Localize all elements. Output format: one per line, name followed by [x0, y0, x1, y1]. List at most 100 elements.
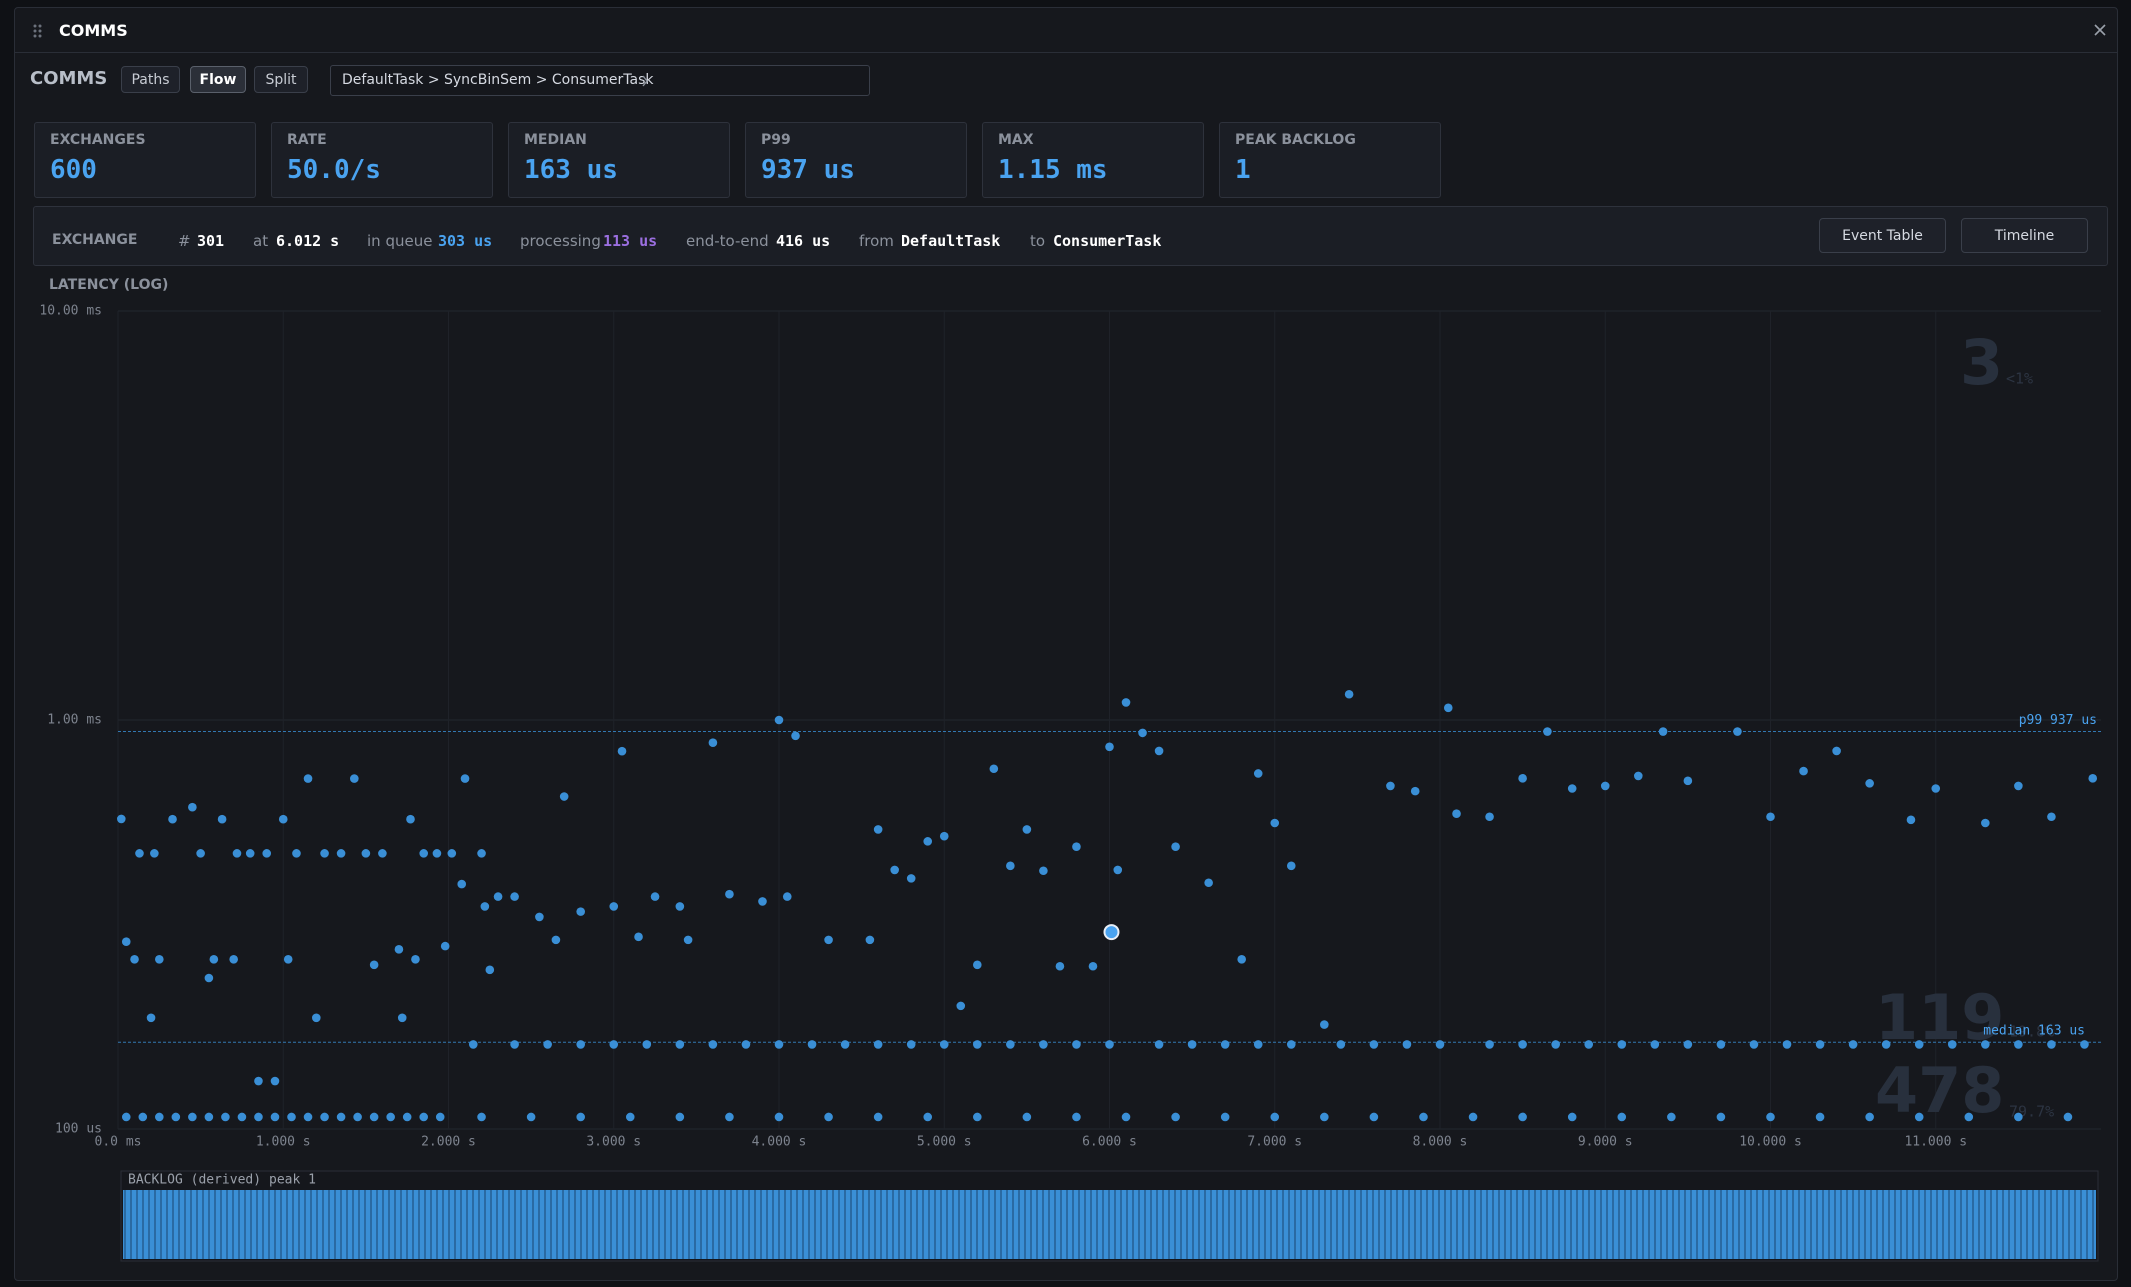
point [1452, 809, 1461, 819]
point [237, 1112, 247, 1122]
point [1171, 842, 1180, 852]
point [287, 1112, 296, 1122]
point [1022, 1112, 1032, 1122]
point [1105, 1040, 1114, 1049]
point [204, 973, 214, 983]
point [609, 1040, 619, 1049]
point [1320, 1112, 1329, 1122]
stat-label: EXCHANGES [50, 132, 146, 148]
point [320, 849, 329, 858]
point [824, 935, 833, 945]
close-button[interactable] [2093, 23, 2107, 37]
point [2080, 1040, 2089, 1049]
point [1369, 1040, 1379, 1049]
point [1154, 746, 1164, 756]
point [1799, 766, 1808, 776]
point [1253, 769, 1263, 778]
breadcrumb[interactable]: DefaultTask > SyncBinSem > ConsumerTask [330, 65, 870, 96]
point [939, 831, 949, 841]
point [807, 1040, 817, 1049]
point [1187, 1040, 1197, 1049]
point [1981, 818, 1990, 828]
point [468, 1040, 478, 1049]
point [1468, 1112, 1478, 1122]
point [477, 1112, 486, 1122]
point [634, 932, 643, 942]
point [1906, 815, 1916, 825]
point [1749, 1040, 1759, 1049]
point [1055, 961, 1065, 971]
point [121, 937, 131, 947]
point [1667, 1112, 1676, 1122]
x-tick-label: 0.0 ms [95, 1135, 142, 1150]
point [1410, 786, 1420, 796]
point [675, 902, 685, 911]
tab[interactable]: Flow [190, 66, 246, 93]
point [708, 1040, 718, 1049]
point [1865, 779, 1874, 788]
timeline-button[interactable]: Timeline [1961, 218, 2088, 253]
point [1121, 1112, 1131, 1122]
point [217, 814, 227, 824]
point [130, 954, 139, 964]
point [1881, 1040, 1891, 1049]
point [2014, 1112, 2023, 1122]
x-tick-label: 2.000 s [421, 1135, 476, 1150]
point [1683, 776, 1693, 786]
selected-point [1103, 924, 1120, 941]
point [1518, 774, 1527, 783]
event-table-button[interactable]: Event Table [1819, 218, 1946, 253]
point [320, 1112, 329, 1122]
title-bar [15, 8, 2117, 53]
tab[interactable]: Paths [121, 66, 180, 93]
point [117, 814, 126, 824]
point [1518, 1040, 1527, 1049]
point [535, 912, 544, 922]
point [254, 1076, 263, 1086]
reference-label: median 163 us [1983, 1024, 2085, 1039]
exchange-title: EXCHANGE [52, 232, 138, 248]
point [675, 1112, 685, 1122]
point [283, 954, 293, 964]
point [402, 1112, 412, 1122]
point [1865, 1112, 1874, 1122]
point [865, 935, 875, 945]
point [1204, 878, 1213, 888]
point [457, 879, 467, 889]
point [973, 960, 982, 970]
point [1650, 1040, 1660, 1049]
point [1567, 1112, 1577, 1122]
point [1543, 727, 1552, 736]
stat-card: PEAK BACKLOG 1 [1219, 122, 1441, 198]
point [361, 849, 371, 858]
point [1617, 1112, 1627, 1122]
point [1237, 954, 1246, 964]
point [576, 907, 585, 916]
x-tick-label: 8.000 s [1413, 1135, 1468, 1150]
point [1551, 1040, 1560, 1049]
point [270, 1076, 280, 1086]
point [1964, 1112, 1974, 1122]
band-share: <1% [2006, 370, 2033, 388]
point [890, 865, 899, 875]
drag-handle[interactable] [33, 23, 43, 39]
point [369, 1112, 379, 1122]
point [411, 954, 420, 964]
point [840, 1040, 850, 1049]
point [1658, 727, 1668, 736]
point [262, 849, 272, 858]
point [642, 1040, 652, 1049]
point [1683, 1040, 1693, 1049]
point [406, 814, 415, 824]
stat-value: 1.15 ms [998, 155, 1108, 185]
stat-card: EXCHANGES 600 [34, 122, 256, 198]
point [2014, 781, 2023, 791]
stat-label: MEDIAN [524, 132, 587, 148]
point [725, 1112, 734, 1122]
point [683, 935, 693, 945]
point [1716, 1040, 1726, 1049]
point [1286, 861, 1296, 871]
tab[interactable]: Split [254, 66, 308, 93]
point [232, 849, 242, 858]
point [1006, 1040, 1015, 1049]
